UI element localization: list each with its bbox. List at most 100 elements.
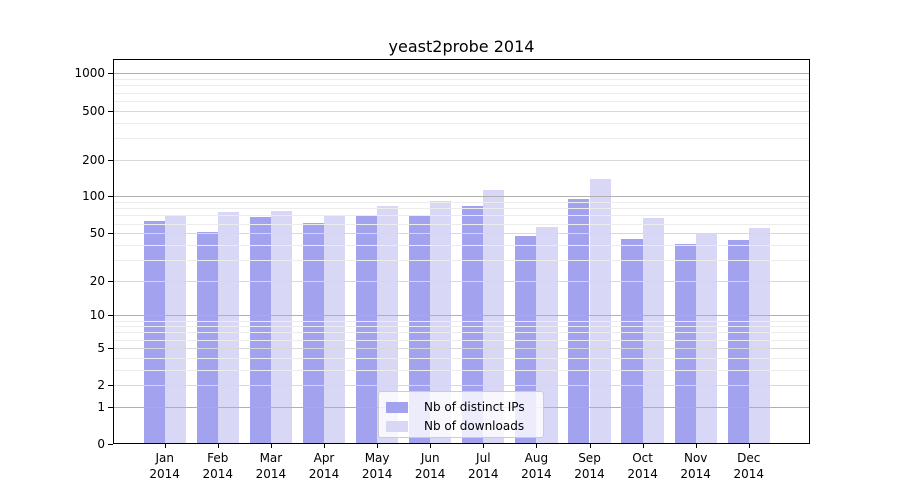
bar-downloads (217, 212, 239, 444)
gridline (114, 215, 809, 217)
y-tick-label: 0 (97, 437, 105, 451)
gridline (114, 357, 809, 359)
x-tick-mark (589, 444, 591, 448)
y-tick-mark (108, 444, 113, 445)
month-label: Dec (737, 451, 761, 465)
distinct-ips-swatch (386, 402, 408, 413)
gridline (114, 233, 809, 235)
gridline (114, 110, 809, 112)
y-tick-mark (108, 385, 113, 387)
year-label: 2014 (308, 467, 340, 481)
month-label: May (364, 451, 390, 465)
month-label: Jan (155, 451, 174, 465)
year-label: 2014 (627, 467, 658, 481)
gridline (114, 369, 809, 371)
y-tick-mark (108, 233, 113, 235)
y-tick-mark (108, 196, 113, 198)
year-label: 2014 (521, 467, 552, 481)
month-label: Aug (524, 451, 549, 465)
gridline (114, 315, 809, 317)
month-label: Jun (420, 451, 440, 465)
x-tick-mark (377, 444, 379, 448)
y-tick-label: 1 (97, 399, 105, 414)
year-label: 2014 (361, 467, 393, 481)
year-label: 2014 (733, 467, 765, 481)
x-tick-mark (324, 444, 325, 448)
gridline (114, 159, 809, 161)
y-tick-label: 10 (89, 308, 105, 323)
bar-downloads (164, 214, 186, 444)
downloads-swatch (386, 421, 408, 432)
y-tick-mark (108, 280, 113, 282)
gridline (114, 385, 809, 387)
year-label: 2014 (255, 467, 287, 481)
gridline (114, 137, 809, 139)
gridline (114, 208, 809, 210)
y-tick-label: 200 (82, 152, 105, 167)
gridline (114, 79, 809, 81)
bar-distinct-ips (462, 206, 484, 444)
month-label: Oct (632, 451, 653, 465)
gridline (114, 244, 809, 246)
y-tick-label: 50 (89, 226, 105, 241)
legend-label: Nb of downloads (424, 419, 525, 433)
x-tick-mark (270, 444, 272, 448)
gridline (114, 320, 809, 322)
month-label: Nov (683, 451, 708, 465)
gridline (114, 223, 809, 225)
bar-downloads (430, 200, 452, 444)
month-label: Mar (259, 451, 283, 465)
y-tick-label: 5 (97, 340, 105, 355)
gridline (114, 196, 809, 198)
year-label: 2014 (574, 467, 605, 481)
bar-downloads (748, 228, 770, 444)
bar-distinct-ips (409, 215, 431, 444)
month-label: Sep (578, 451, 601, 465)
bar-distinct-ips (196, 232, 218, 444)
y-tick-label: 20 (89, 273, 105, 288)
x-tick-mark (695, 444, 697, 448)
y-tick-label: 2 (97, 378, 105, 393)
gridline (114, 332, 809, 334)
gridline (114, 85, 809, 87)
y-tick-label: 1000 (74, 66, 105, 81)
month-label: Apr (313, 451, 335, 465)
chart-title: yeast2probe 2014 (388, 37, 535, 56)
gridline (114, 73, 809, 75)
y-tick-mark (108, 73, 113, 75)
gridline (114, 100, 809, 102)
legend: Nb of distinct IPs Nb of downloads (378, 391, 544, 438)
gridline (114, 339, 809, 341)
y-tick-mark (108, 159, 113, 161)
x-tick-mark (536, 444, 538, 448)
gridline (114, 259, 809, 261)
gridline (114, 122, 809, 124)
bar-distinct-ips (621, 238, 643, 444)
bar-distinct-ips (249, 216, 271, 444)
gridline (114, 347, 809, 349)
x-tick-mark (483, 444, 485, 448)
gridline (114, 92, 809, 94)
gridline (114, 202, 809, 204)
gridline (114, 326, 809, 328)
gridline (114, 280, 809, 282)
y-tick-mark (108, 315, 113, 317)
y-tick-mark (108, 406, 113, 408)
legend-label: Nb of distinct IPs (424, 400, 525, 414)
x-tick-mark (217, 444, 219, 448)
bar-distinct-ips (727, 239, 749, 444)
y-tick-mark (108, 110, 113, 112)
bar-downloads (483, 189, 505, 444)
bar-downloads (695, 233, 717, 444)
x-tick-mark (642, 444, 644, 448)
y-tick-mark (108, 347, 113, 349)
x-tick-mark (164, 444, 166, 448)
y-tick-label: 100 (82, 189, 105, 204)
bar-downloads (324, 215, 346, 444)
month-label: Feb (207, 451, 229, 465)
bar-downloads (642, 217, 664, 444)
plot-border (113, 59, 810, 444)
month-label: Jul (476, 451, 491, 465)
